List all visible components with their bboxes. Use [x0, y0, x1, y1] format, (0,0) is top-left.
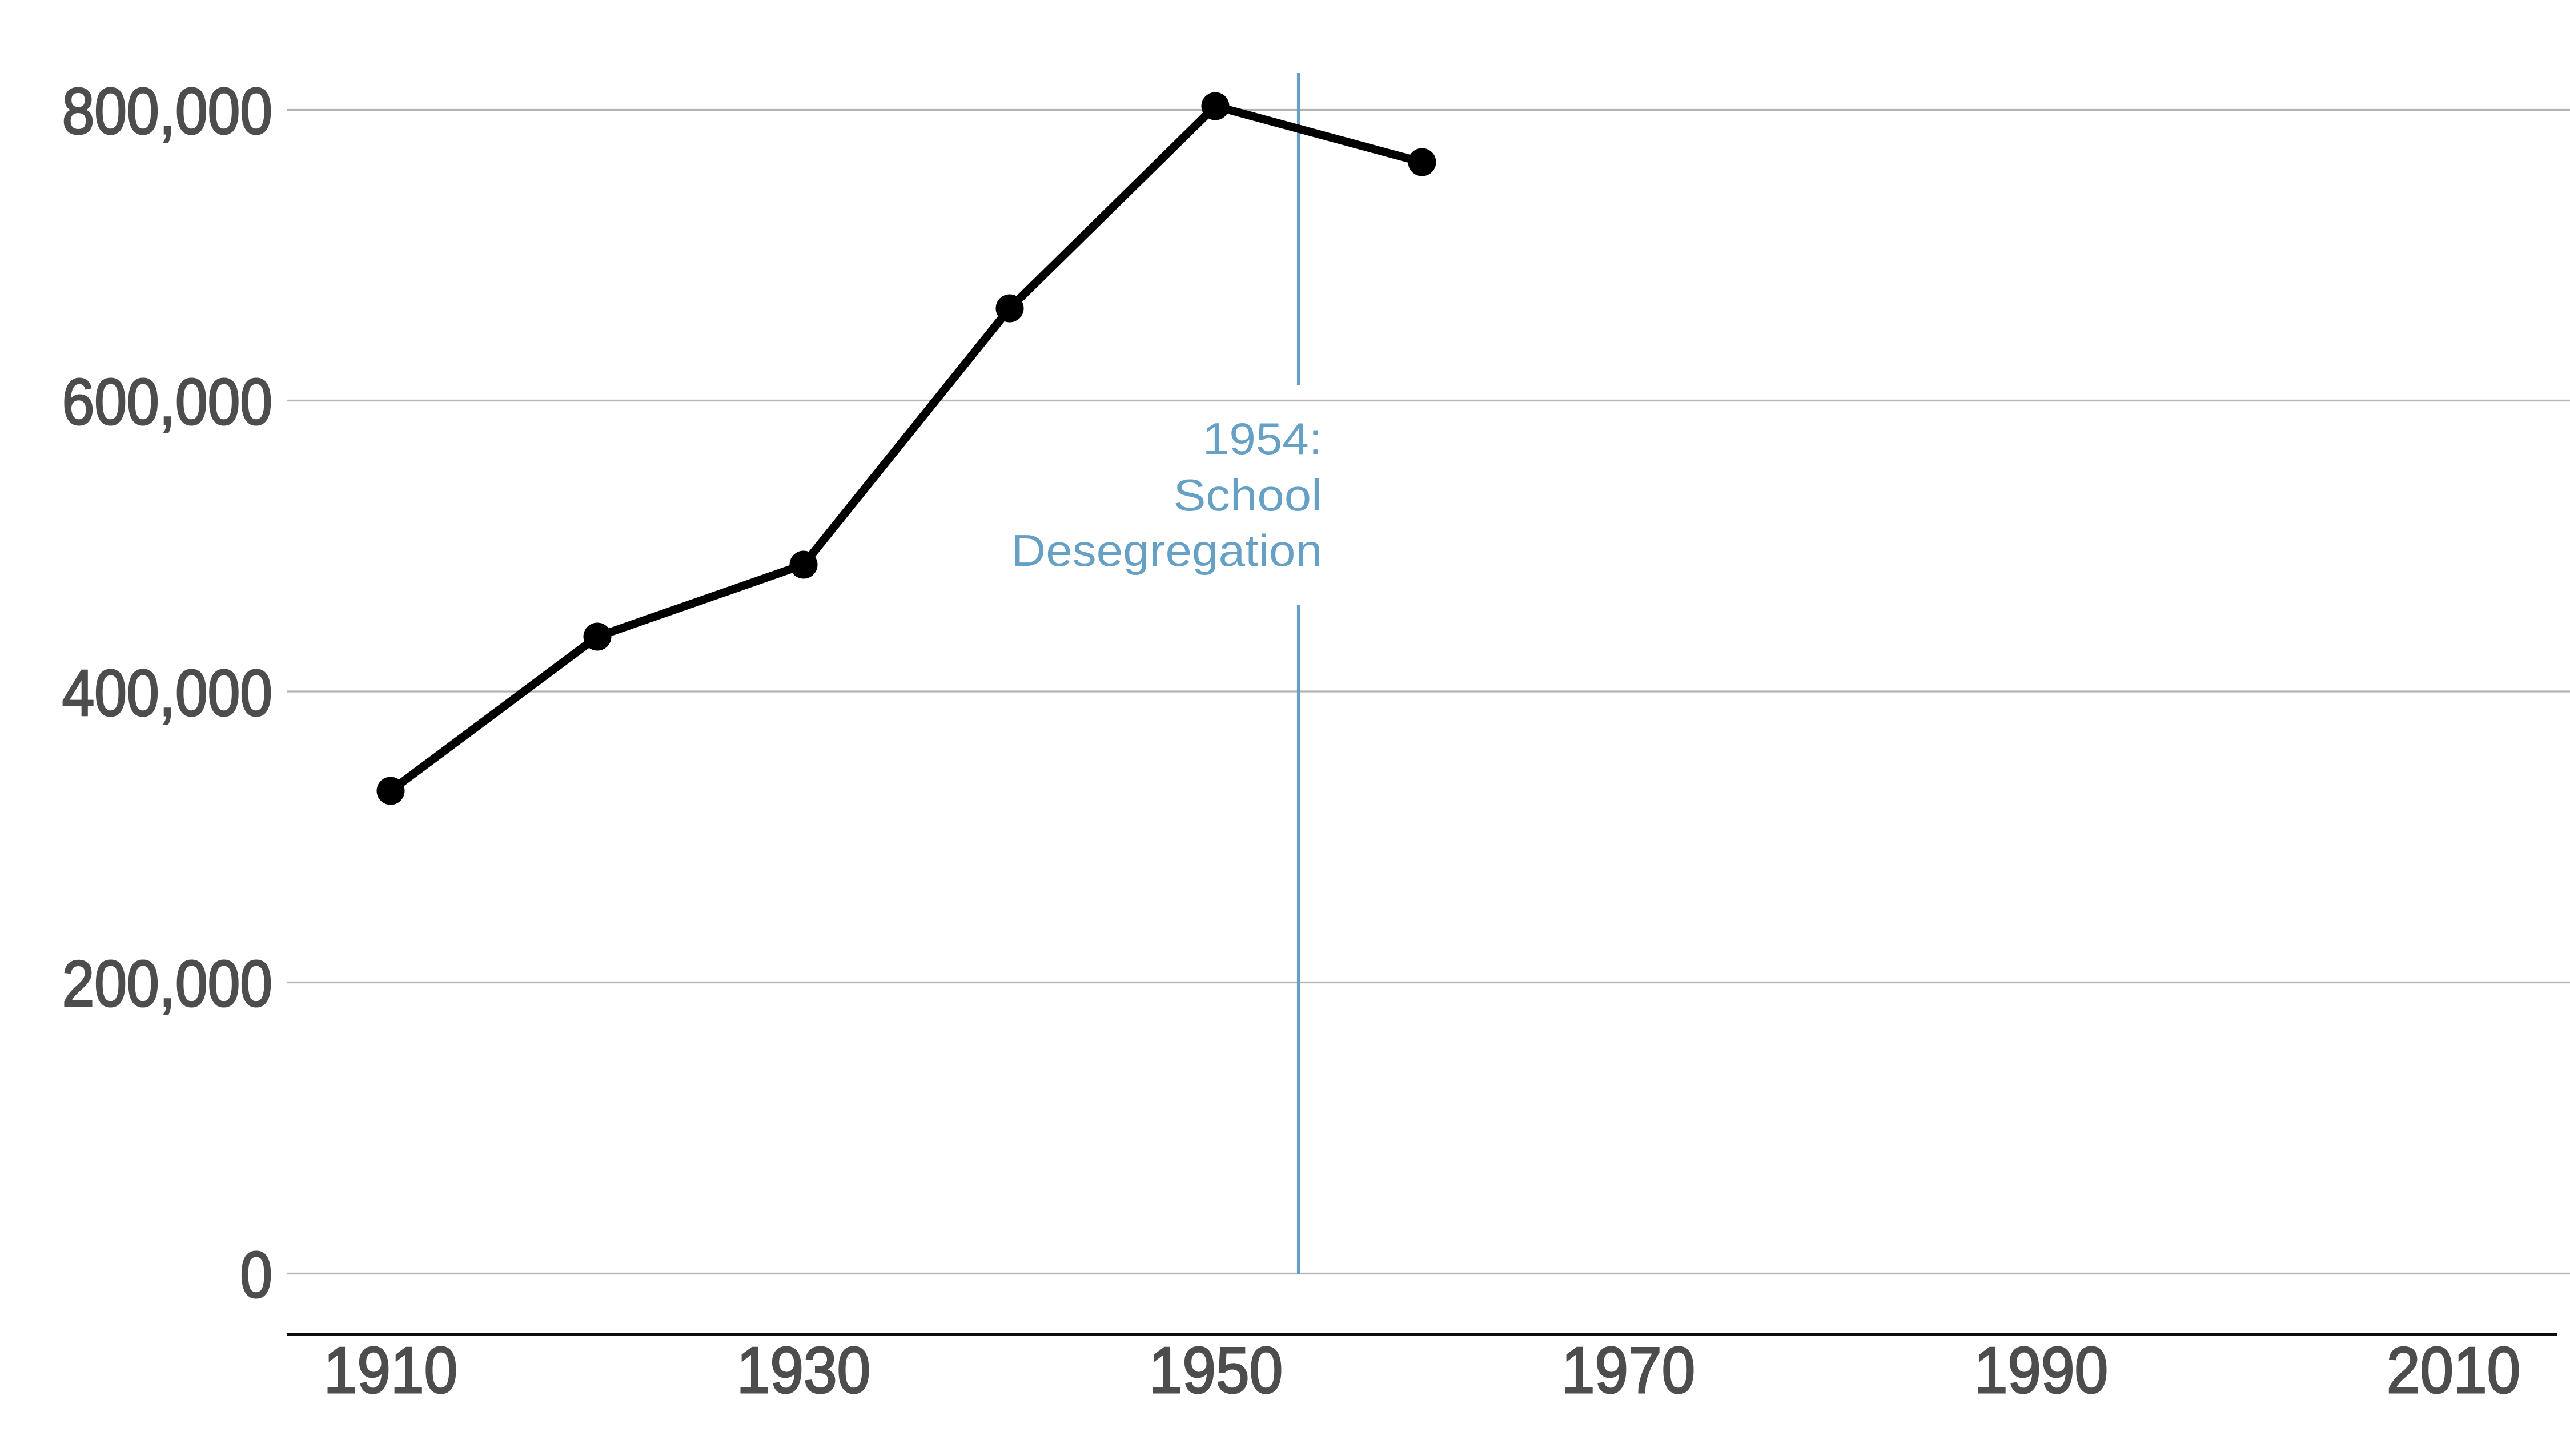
svg-text:1990: 1990 [1974, 1334, 2108, 1407]
svg-text:Desegregation: Desegregation [1011, 525, 1322, 576]
svg-text:800,000: 800,000 [62, 75, 272, 148]
svg-text:1910: 1910 [324, 1334, 457, 1407]
svg-text:400,000: 400,000 [62, 657, 272, 730]
svg-text:0: 0 [240, 1239, 272, 1312]
svg-text:1970: 1970 [1561, 1334, 1695, 1407]
svg-text:200,000: 200,000 [62, 948, 272, 1020]
svg-text:600,000: 600,000 [62, 366, 272, 439]
svg-text:2010: 2010 [2387, 1334, 2520, 1407]
svg-text:1950: 1950 [1149, 1334, 1283, 1407]
svg-text:1954:: 1954: [1203, 413, 1322, 464]
svg-text:School: School [1174, 470, 1322, 520]
svg-text:1930: 1930 [737, 1334, 870, 1407]
